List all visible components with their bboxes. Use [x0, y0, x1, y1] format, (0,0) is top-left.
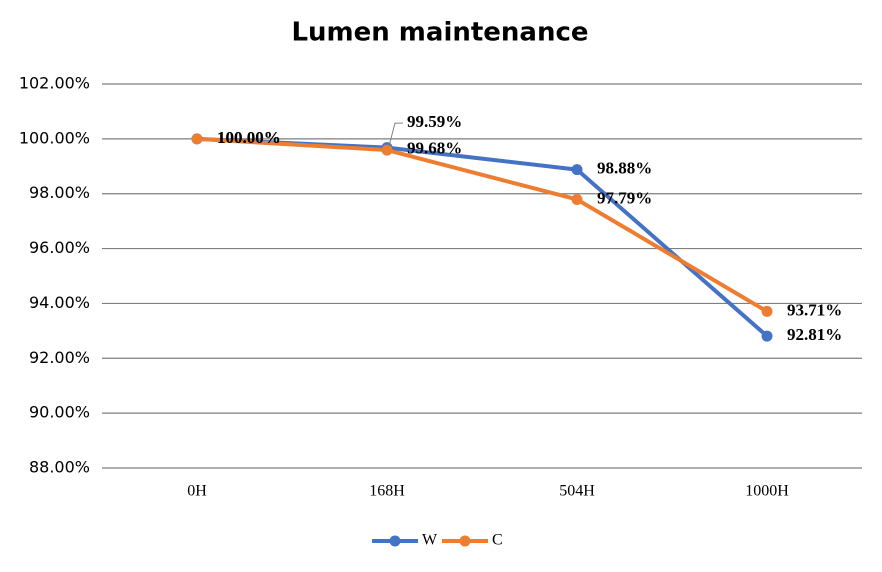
data-point — [761, 305, 773, 317]
data-label: 97.79% — [597, 188, 652, 207]
y-tick-label: 98.00% — [29, 183, 90, 202]
data-label: 99.59% — [407, 112, 462, 131]
legend-label: C — [492, 532, 503, 549]
y-tick-label: 92.00% — [29, 348, 90, 367]
data-label: 100.00% — [217, 128, 281, 147]
data-point — [571, 164, 583, 176]
data-point — [761, 330, 773, 342]
y-tick-label: 102.00% — [19, 74, 90, 93]
data-point — [191, 133, 203, 145]
data-point — [571, 193, 583, 205]
data-point — [381, 144, 393, 156]
data-label: 98.88% — [597, 158, 652, 177]
series-line — [196, 136, 769, 314]
y-tick-label: 96.00% — [29, 238, 90, 257]
x-tick-label: 1000H — [745, 483, 789, 500]
x-tick-label: 168H — [369, 483, 405, 500]
data-label: 93.71% — [787, 300, 842, 319]
leader-line — [388, 122, 403, 147]
data-label: 99.68% — [407, 139, 462, 158]
x-tick-label: 504H — [559, 483, 595, 500]
legend-marker — [389, 535, 401, 547]
chart-title: Lumen maintenance — [291, 18, 588, 48]
legend-marker — [459, 535, 471, 547]
x-tick-label: 0H — [187, 483, 207, 500]
data-label: 92.81% — [787, 325, 842, 344]
y-tick-label: 94.00% — [29, 293, 90, 312]
legend-label: W — [422, 532, 438, 549]
y-tick-label: 90.00% — [29, 403, 90, 422]
series-line — [196, 136, 769, 338]
y-tick-label: 100.00% — [19, 128, 90, 147]
data-label: 100.00% — [217, 128, 281, 147]
y-tick-label: 88.00% — [29, 458, 90, 477]
